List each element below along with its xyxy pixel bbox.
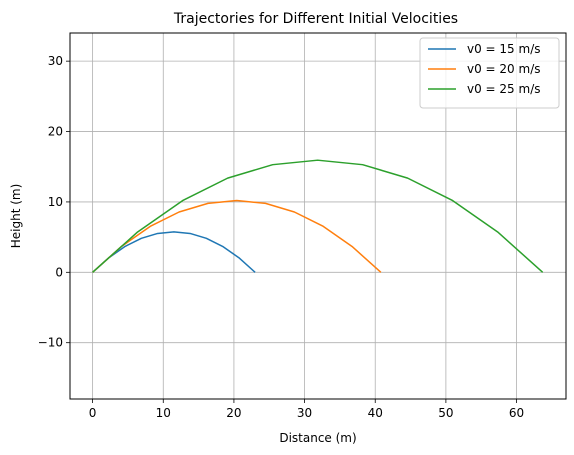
x-tick-label: 50 [438,406,453,420]
series-lines [92,159,544,273]
y-tick-label: 30 [48,54,63,68]
series-line-3 [92,159,544,273]
y-tick-label: 10 [48,195,63,209]
legend-label-3: v0 = 25 m/s [467,82,541,96]
x-tick-label: 30 [297,406,312,420]
y-tick-label: 20 [48,125,63,139]
x-tick-label: 60 [509,406,524,420]
x-axis-label: Distance (m) [279,431,356,445]
plot-frame [69,32,567,400]
x-tick-label: 0 [89,406,97,420]
axis-ticks: 0 10 20 30 40 50 60 −10 0 10 20 30 [38,54,525,420]
series-line-1 [92,231,256,273]
legend-label-2: v0 = 20 m/s [467,62,541,76]
x-tick-label: 10 [156,406,171,420]
y-tick-label: 0 [55,265,63,279]
legend-box [419,37,560,109]
series-line-2 [92,199,382,273]
y-tick-label: −10 [38,336,63,350]
legend: v0 = 15 m/s v0 = 20 m/s v0 = 25 m/s [419,37,560,109]
grid [70,33,566,399]
chart-title: Trajectories for Different Initial Veloc… [173,11,458,27]
x-tick-label: 20 [226,406,241,420]
y-axis-label: Height (m) [9,184,23,249]
x-tick-label: 40 [368,406,383,420]
legend-label-1: v0 = 15 m/s [467,42,541,56]
